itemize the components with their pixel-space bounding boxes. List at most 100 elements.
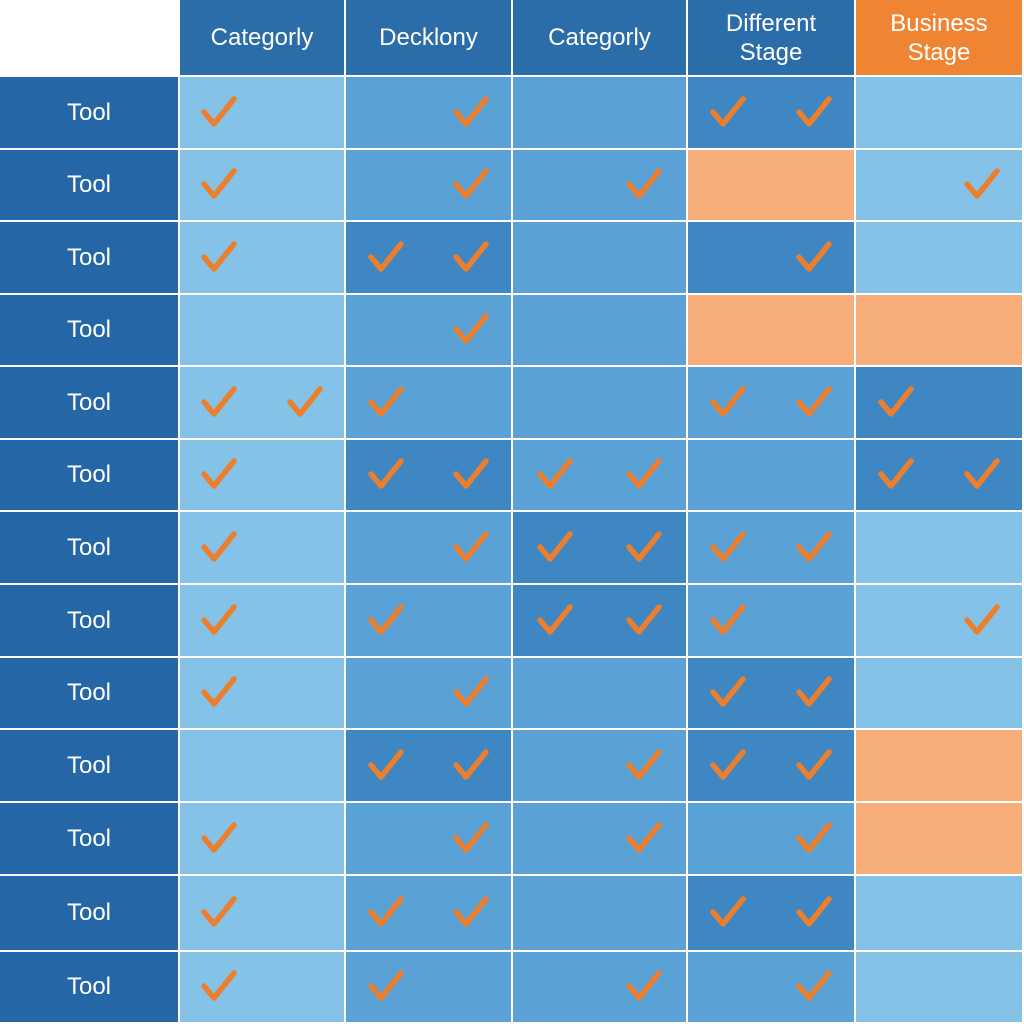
check-icon [796,896,832,927]
row-label-tool: Tool [0,440,178,510]
check-icon [626,748,663,780]
matrix-cell [513,512,686,583]
matrix-cell [688,585,854,656]
matrix-cell [856,803,1022,874]
matrix-cell [180,222,344,293]
check-icon [367,603,404,635]
check-icon [796,385,832,417]
check-icon [453,676,490,707]
check-icon [201,896,238,927]
check-icon [964,458,1000,489]
matrix-cell [856,367,1022,438]
row-label-tool: Tool [0,585,178,656]
check-icon [201,530,238,562]
check-icon [710,385,746,417]
column-header-4: Different Stage [688,0,854,75]
check-icon [367,748,404,780]
check-icon [626,821,663,853]
check-icon [796,240,832,272]
check-icon [710,530,746,562]
matrix-cell [180,512,344,583]
matrix-cell [856,150,1022,220]
row-label-tool: Tool [0,876,178,950]
matrix-cell [856,952,1022,1022]
column-header-3: Categorly [513,0,686,75]
corner-cell [0,0,178,75]
check-icon [626,530,663,562]
matrix-cell [180,440,344,510]
check-icon [453,530,490,562]
matrix-cell [688,367,854,438]
check-icon [367,896,404,927]
matrix-cell [180,585,344,656]
matrix-cell [513,876,686,950]
matrix-cell [856,730,1022,801]
matrix-cell [856,295,1022,365]
matrix-cell [346,295,511,365]
matrix-cell [688,222,854,293]
check-icon [796,676,832,707]
matrix-cell [346,730,511,801]
matrix-cell [688,730,854,801]
matrix-cell [513,730,686,801]
check-icon [453,168,490,199]
check-icon [453,313,490,344]
matrix-cell [856,658,1022,728]
check-icon [367,970,404,1001]
column-header-1: Categorly [180,0,344,75]
check-icon [878,458,914,489]
check-icon [710,896,746,927]
matrix-cell [856,77,1022,148]
matrix-cell [346,150,511,220]
check-icon [964,603,1000,635]
matrix-cell [346,803,511,874]
check-icon [964,168,1000,199]
check-icon [201,240,238,272]
check-icon [536,458,573,489]
check-icon [453,240,490,272]
check-icon [453,458,490,489]
matrix-cell [180,730,344,801]
check-icon [453,95,490,127]
check-icon [796,748,832,780]
row-label-tool: Tool [0,367,178,438]
check-icon [201,95,238,127]
matrix-cell [513,150,686,220]
column-header-2: Decklony [346,0,511,75]
check-icon [201,458,238,489]
check-icon [626,168,663,199]
matrix-cell [346,952,511,1022]
check-icon [367,240,404,272]
matrix-cell [856,512,1022,583]
matrix-cell [856,440,1022,510]
row-label-tool: Tool [0,512,178,583]
matrix-cell [180,367,344,438]
matrix-cell [346,367,511,438]
matrix-cell [856,585,1022,656]
matrix-cell [346,876,511,950]
matrix-cell [688,295,854,365]
matrix-cell [346,585,511,656]
matrix-cell [688,876,854,950]
matrix-cell [513,803,686,874]
row-label-tool: Tool [0,77,178,148]
check-icon [453,748,490,780]
row-label-tool: Tool [0,295,178,365]
matrix-cell [688,952,854,1022]
row-label-tool: Tool [0,952,178,1022]
check-icon [201,821,238,853]
row-label-tool: Tool [0,150,178,220]
matrix-cell [180,295,344,365]
matrix-cell [180,952,344,1022]
check-icon [201,676,238,707]
column-header-5: Business Stage [856,0,1022,75]
matrix-cell [513,952,686,1022]
check-icon [201,970,238,1001]
matrix-cell [856,876,1022,950]
check-icon [710,676,746,707]
matrix-cell [856,222,1022,293]
check-icon [626,458,663,489]
matrix-cell [180,150,344,220]
check-icon [201,168,238,199]
check-icon [367,385,404,417]
